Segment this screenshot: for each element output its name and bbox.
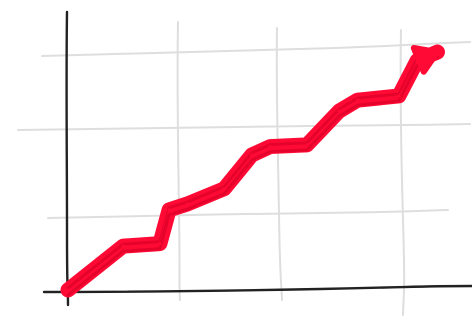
trend-point-4 — [167, 208, 171, 212]
trend-point-12 — [397, 94, 401, 98]
grid-line-5 — [275, 27, 283, 301]
trend-point-3 — [158, 241, 162, 246]
trend-point-10 — [337, 109, 341, 113]
trend-point-11 — [355, 98, 360, 102]
trend-point-6 — [222, 187, 226, 191]
grid-line-3 — [47, 209, 449, 219]
trend-point-8 — [268, 144, 272, 149]
trend-point-5 — [185, 202, 190, 206]
trend-line — [60, 44, 445, 298]
y-axis — [65, 10, 70, 307]
trend-series — [60, 44, 445, 298]
trend-point-2 — [121, 244, 125, 248]
trend-point-7 — [250, 153, 254, 157]
x-axis — [42, 284, 472, 294]
trend-point-1 — [66, 288, 70, 292]
trend-arrow-head — [410, 44, 441, 75]
trend-point-9 — [305, 143, 309, 147]
grid-line-1 — [41, 41, 471, 57]
trend-line-texture-3 — [66, 52, 439, 294]
grid-line-2 — [17, 123, 471, 131]
grid-line-4 — [176, 21, 181, 301]
trend-line-texture-4 — [66, 55, 439, 297]
